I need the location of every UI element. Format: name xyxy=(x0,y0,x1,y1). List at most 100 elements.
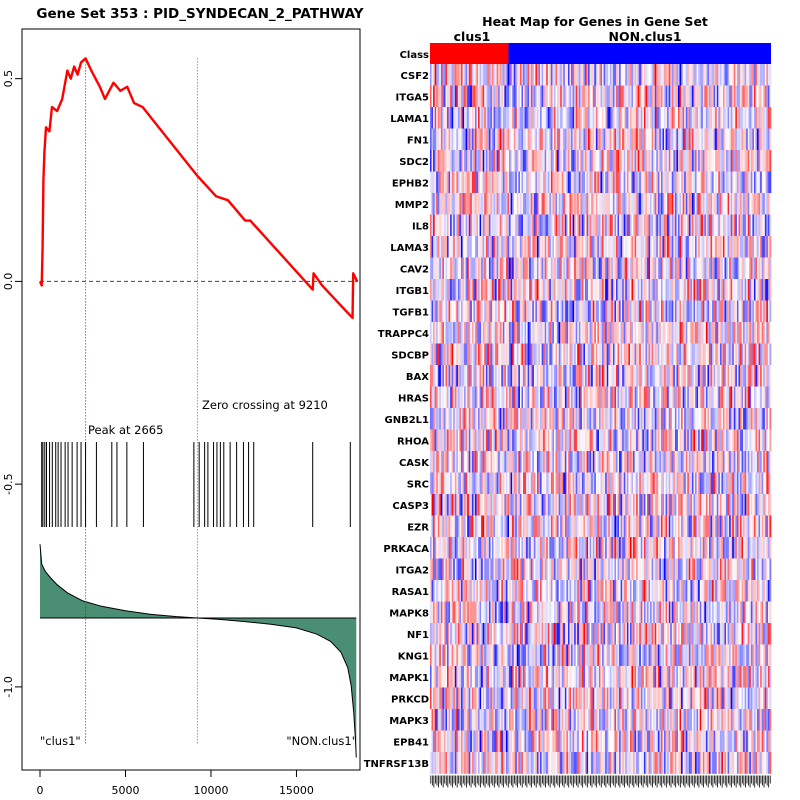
heatmap-cell xyxy=(623,257,626,280)
heatmap-cell xyxy=(580,365,583,387)
heatmap-cell xyxy=(619,214,621,237)
heatmap-cell xyxy=(495,107,497,129)
heatmap-cell xyxy=(471,171,474,194)
heatmap-cell xyxy=(540,171,542,194)
heatmap-cell xyxy=(450,300,452,323)
heatmap-cell xyxy=(647,322,649,344)
heatmap-cell xyxy=(567,429,570,452)
heatmap-cell xyxy=(526,408,528,430)
heatmap-cell xyxy=(550,193,553,215)
heatmap-cell xyxy=(595,128,598,151)
heatmap-cell xyxy=(530,322,533,344)
heatmap-cell xyxy=(740,193,742,215)
heatmap-cell xyxy=(523,386,525,409)
heatmap-cell xyxy=(645,365,648,387)
heatmap-cell xyxy=(572,279,575,301)
heatmap-cell xyxy=(626,236,629,258)
heatmap-cell xyxy=(496,386,499,409)
heatmap-cell xyxy=(727,322,730,344)
heatmap-cell xyxy=(730,365,733,387)
heatmap-cell xyxy=(572,107,575,129)
heatmap-cell xyxy=(586,64,589,86)
heatmap-cell xyxy=(527,107,530,129)
heatmap-cell xyxy=(614,171,617,194)
heatmap-cell xyxy=(597,257,600,280)
heatmap-cell xyxy=(695,343,697,366)
heatmap-cell xyxy=(591,365,594,387)
heatmap-cell xyxy=(501,193,504,215)
heatmap-cell xyxy=(602,408,604,430)
heatmap-cell xyxy=(585,64,587,86)
heatmap-cell xyxy=(527,429,530,452)
heatmap-cell xyxy=(640,257,643,280)
heatmap-cell xyxy=(462,64,465,86)
heatmap-cell xyxy=(769,408,772,430)
heatmap-cell xyxy=(502,64,505,86)
heatmap-cell xyxy=(721,365,724,387)
heatmap-cell xyxy=(753,386,756,409)
heatmap-cell xyxy=(518,322,521,344)
heatmap-cell xyxy=(578,64,581,86)
heatmap-cell xyxy=(513,236,516,258)
heatmap-cell xyxy=(722,64,725,86)
heatmap-cell xyxy=(550,150,553,172)
heatmap-cell xyxy=(598,257,601,280)
heatmap-cell xyxy=(516,171,519,194)
heatmap-cell xyxy=(467,214,470,237)
heatmap-cell xyxy=(439,386,442,409)
heatmap-cell xyxy=(523,171,525,194)
heatmap-cell xyxy=(592,128,595,151)
heatmap-cell xyxy=(440,214,443,237)
heatmap-cell xyxy=(636,107,638,129)
heatmap-cell xyxy=(606,64,609,86)
heatmap-cell xyxy=(702,85,705,108)
heatmap-cell xyxy=(629,408,632,430)
heatmap-cell xyxy=(571,214,573,237)
heatmap-cell xyxy=(626,64,629,86)
heatmap-cell xyxy=(738,107,741,129)
heatmap-cell xyxy=(740,279,742,301)
heatmap-cell xyxy=(496,214,499,237)
heatmap-cell xyxy=(681,429,683,452)
heatmap-cell xyxy=(468,150,471,172)
heatmap-cell xyxy=(583,171,586,194)
heatmap-cell xyxy=(730,343,733,366)
heatmap-cell xyxy=(733,64,736,86)
heatmap-cell xyxy=(485,322,488,344)
heatmap-cell xyxy=(571,257,573,280)
heatmap-cell xyxy=(746,128,749,151)
heatmap-cell xyxy=(566,365,569,387)
heatmap-cell xyxy=(536,279,539,301)
heatmap-cell xyxy=(729,236,731,258)
heatmap-cell xyxy=(533,300,536,323)
heatmap-cell xyxy=(470,386,473,409)
heatmap-cell xyxy=(566,257,569,280)
heatmap-cell xyxy=(616,322,618,344)
heatmap-cell xyxy=(648,193,651,215)
heatmap-cell xyxy=(519,386,522,409)
heatmap-cell xyxy=(750,257,753,280)
heatmap-cell xyxy=(682,300,685,323)
heatmap-cell xyxy=(442,365,445,387)
heatmap-cell xyxy=(744,85,747,108)
heatmap-cell xyxy=(651,257,654,280)
heatmap-cell xyxy=(468,300,471,323)
heatmap-cell xyxy=(690,150,693,172)
heatmap-cell xyxy=(693,236,696,258)
heatmap-cell xyxy=(564,279,567,301)
heatmap-cell xyxy=(705,171,708,194)
heatmap-cell xyxy=(614,279,617,301)
heatmap-cell xyxy=(566,300,569,323)
heatmap-cell xyxy=(598,279,601,301)
heatmap-cell xyxy=(738,257,741,280)
heatmap-cell xyxy=(536,171,539,194)
heatmap-cell xyxy=(710,107,713,129)
heatmap-cell xyxy=(572,429,575,452)
heatmap-cell xyxy=(447,193,449,215)
heatmap-cell xyxy=(749,257,752,280)
heatmap-cell xyxy=(443,300,446,323)
heatmap-cell xyxy=(513,343,516,366)
heatmap-cell xyxy=(456,386,459,409)
heatmap-cell xyxy=(679,408,682,430)
heatmap-cell xyxy=(595,365,598,387)
